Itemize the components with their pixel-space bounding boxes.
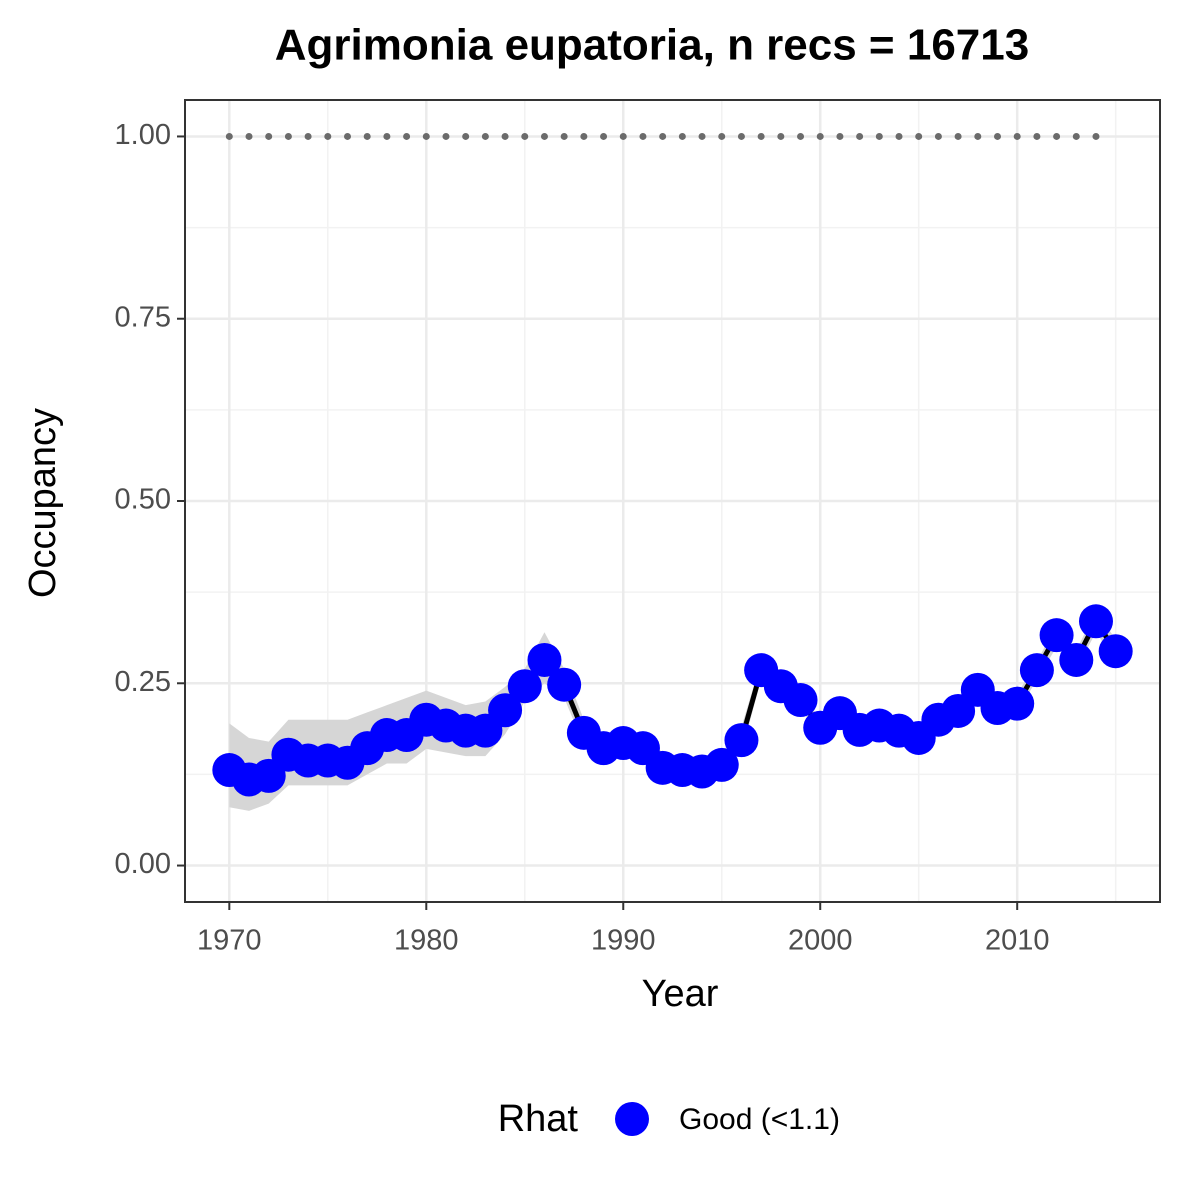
- y-tick-label: 0.75: [115, 301, 171, 333]
- chart-title: Agrimonia eupatoria, n recs = 16713: [275, 21, 1029, 70]
- y-tick-label: 0.25: [115, 666, 171, 698]
- x-tick-label: 1970: [197, 925, 262, 957]
- x-tick-label: 1980: [394, 925, 459, 957]
- data-point: [547, 667, 582, 702]
- panel-border: [184, 99, 1161, 903]
- data-point: [1000, 686, 1035, 721]
- legend-title: Rhat: [498, 1098, 579, 1140]
- y-tick-label: 1.00: [115, 119, 171, 151]
- data-point: [527, 642, 562, 677]
- data-point: [1059, 642, 1094, 677]
- data-point: [1098, 634, 1133, 669]
- x-tick-label: 2000: [788, 925, 853, 957]
- data-point: [783, 683, 818, 718]
- y-tick-label: 0.50: [115, 484, 171, 516]
- legend-label: Good (<1.1): [679, 1103, 840, 1136]
- x-axis-title: Year: [642, 973, 719, 1015]
- x-tick-label: 2010: [985, 925, 1050, 957]
- data-point: [507, 669, 542, 704]
- data-point: [1078, 604, 1113, 639]
- x-tick-label: 1990: [591, 925, 656, 957]
- y-axis-title: Occupancy: [22, 408, 64, 598]
- data-point: [724, 723, 759, 758]
- data-point: [1039, 618, 1074, 653]
- y-tick-label: 0.00: [115, 848, 171, 880]
- legend-marker: [615, 1102, 649, 1136]
- data-point: [1019, 653, 1054, 688]
- data-point: [488, 693, 523, 728]
- data-point: [704, 747, 739, 782]
